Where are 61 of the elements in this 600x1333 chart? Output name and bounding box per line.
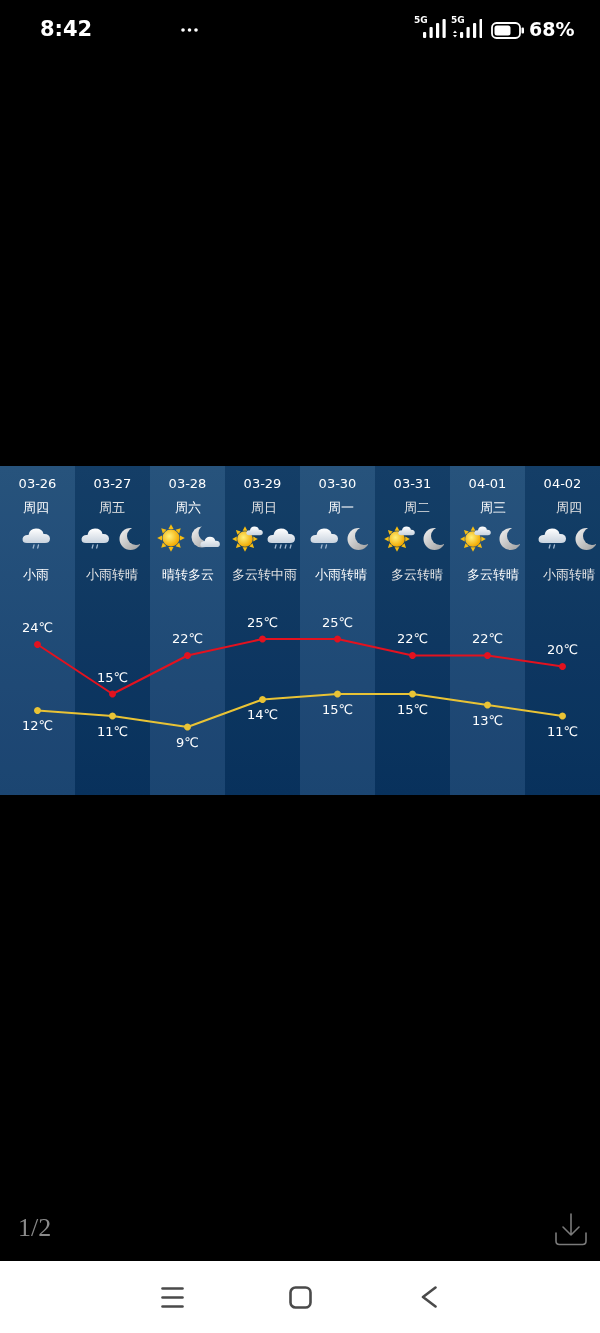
data-label: 22℃	[396, 631, 429, 646]
data-label: 22℃	[471, 631, 504, 646]
point	[184, 652, 191, 659]
data-label: 15℃	[96, 669, 129, 685]
data-label: 15℃	[396, 701, 429, 717]
data-label: 24℃	[21, 620, 54, 635]
point	[34, 641, 41, 648]
point	[484, 701, 491, 709]
text: 周四	[23, 499, 50, 515]
point	[109, 690, 116, 698]
x-tick-label: 03-27	[93, 475, 132, 491]
x-tick-label: 04-02	[543, 475, 582, 491]
x-tick-label: 03-30	[318, 475, 357, 491]
data-label: 14℃	[246, 707, 279, 722]
text: 多云转晴	[390, 566, 443, 582]
text: 周四	[555, 499, 582, 515]
point	[484, 652, 491, 659]
x-tick-label: 04-01	[468, 475, 507, 491]
data-label: 9℃	[176, 734, 199, 750]
text: 5G	[451, 15, 465, 25]
text: 小雨	[23, 566, 50, 582]
data-label: 11℃	[546, 723, 579, 739]
point	[259, 696, 266, 703]
text: 1/2	[18, 1213, 52, 1242]
text: 小雨转晴	[314, 566, 367, 582]
point	[109, 712, 116, 720]
text: 周三	[479, 499, 506, 515]
x-tick-label: 03-28	[168, 475, 207, 491]
text: 小雨转晴	[86, 566, 139, 582]
point	[34, 707, 41, 714]
text: 周六	[175, 499, 202, 515]
x-tick-label: 03-31	[393, 475, 432, 491]
text: 周二	[403, 499, 430, 515]
data-label: 13℃	[471, 712, 504, 728]
point	[184, 723, 191, 731]
x-tick-label: 03-26	[18, 475, 57, 491]
text: 5G	[414, 15, 428, 25]
data-label: 15℃	[321, 701, 354, 717]
point	[334, 690, 341, 698]
text: 周日	[251, 499, 278, 515]
text: 小雨转晴	[542, 566, 595, 582]
x-tick-label: 03-29	[243, 475, 282, 491]
text: 8:42	[40, 17, 93, 41]
text: 晴转多云	[162, 566, 215, 582]
text: 周五	[99, 499, 126, 515]
point	[409, 690, 416, 698]
data-label: 25℃	[246, 614, 279, 630]
point	[559, 712, 566, 720]
data-label: 12℃	[21, 718, 54, 733]
text: 68%	[529, 18, 575, 40]
point	[334, 635, 341, 643]
text: 多云转中雨	[231, 566, 297, 582]
text: 多云转晴	[466, 566, 519, 582]
text: 周一	[327, 499, 354, 515]
data-label: 11℃	[96, 723, 129, 739]
data-label: 22℃	[171, 631, 204, 646]
point	[409, 652, 416, 659]
data-label: 20℃	[546, 642, 579, 657]
data-label: 25℃	[321, 614, 354, 630]
point	[259, 635, 266, 643]
point	[559, 663, 566, 670]
